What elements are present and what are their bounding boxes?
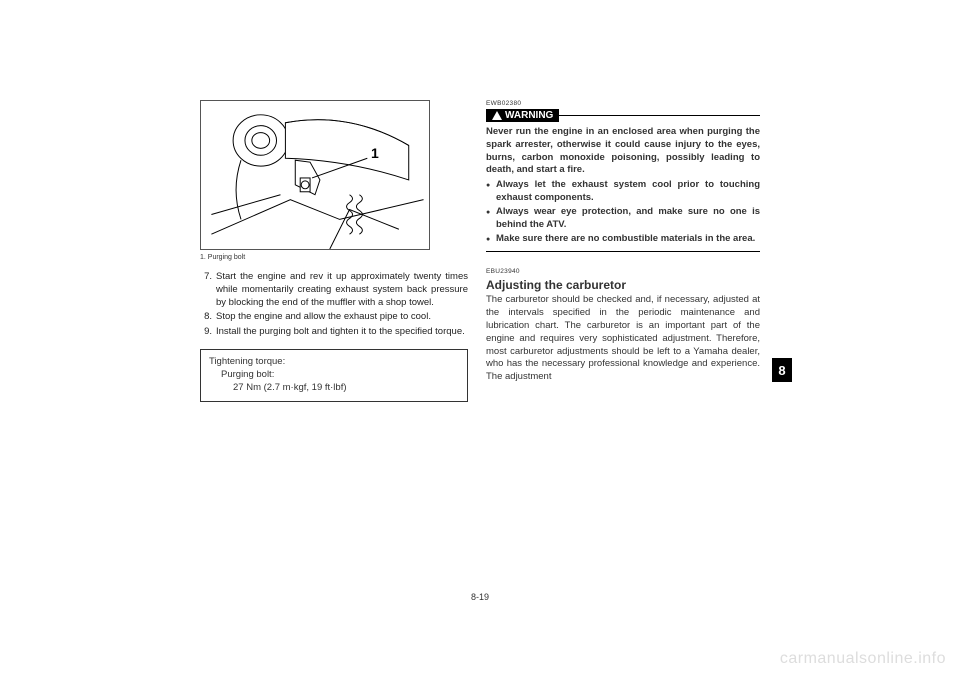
- manual-page: 1 1. Purging bolt 7. Start the engine an…: [200, 100, 760, 570]
- step-text: Stop the engine and allow the exhaust pi…: [216, 311, 468, 324]
- figure-callout-number: 1: [371, 145, 379, 161]
- step-number: 7.: [200, 271, 216, 309]
- warning-badge: WARNING: [486, 109, 559, 122]
- warning-rule: [559, 115, 760, 116]
- figure-caption: 1. Purging bolt: [200, 254, 468, 261]
- warning-triangle-icon: [492, 111, 502, 120]
- warning-bullet: Always wear eye protection, and make sur…: [486, 206, 760, 232]
- page-number: 8-19: [0, 592, 960, 602]
- carburetor-section: EBU23940 Adjusting the carburetor The ca…: [486, 268, 760, 384]
- step-text: Install the purging bolt and tighten it …: [216, 326, 468, 339]
- muffler-diagram-svg: [201, 101, 429, 249]
- torque-spec-box: Tightening torque: Purging bolt: 27 Nm (…: [200, 349, 468, 401]
- step-item: 9. Install the purging bolt and tighten …: [200, 326, 468, 339]
- step-item: 8. Stop the engine and allow the exhaust…: [200, 311, 468, 324]
- step-item: 7. Start the engine and rev it up approx…: [200, 271, 468, 309]
- warning-body: Never run the engine in an enclosed area…: [486, 126, 760, 177]
- section-rule: [486, 251, 760, 252]
- figure-illustration: 1: [200, 100, 430, 250]
- step-text: Start the engine and rev it up approxima…: [216, 271, 468, 309]
- section-title: Adjusting the carburetor: [486, 278, 760, 292]
- step-number: 8.: [200, 311, 216, 324]
- warning-bullet: Make sure there are no combustible mater…: [486, 233, 760, 246]
- section-code: EBU23940: [486, 268, 760, 275]
- warning-header: WARNING: [486, 109, 760, 122]
- right-column: EWB02380 WARNING Never run the engine in…: [486, 100, 760, 570]
- section-body: The carburetor should be checked and, if…: [486, 294, 760, 384]
- chapter-tab: 8: [772, 358, 792, 382]
- warning-badge-text: WARNING: [505, 110, 553, 121]
- torque-line-3: 27 Nm (2.7 m·kgf, 19 ft·lbf): [209, 382, 459, 395]
- watermark-text: carmanualsonline.info: [780, 650, 946, 668]
- procedure-steps: 7. Start the engine and rev it up approx…: [200, 271, 468, 339]
- torque-line-2: Purging bolt:: [209, 369, 459, 382]
- left-column: 1 1. Purging bolt 7. Start the engine an…: [200, 100, 468, 570]
- step-number: 9.: [200, 326, 216, 339]
- warning-bullet: Always let the exhaust system cool prior…: [486, 179, 760, 205]
- torque-line-1: Tightening torque:: [209, 356, 459, 369]
- warning-list: Always let the exhaust system cool prior…: [486, 179, 760, 245]
- warning-code: EWB02380: [486, 100, 760, 107]
